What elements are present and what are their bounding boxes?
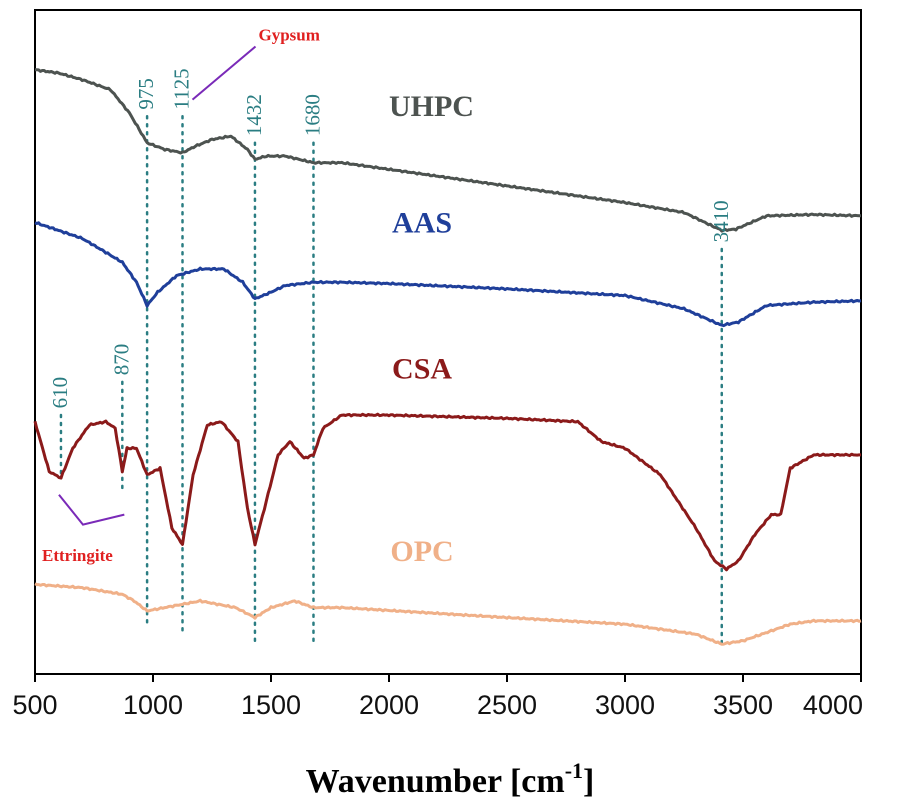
- series-line-csa: [33, 412, 861, 572]
- peak-label-1125: 1125: [170, 68, 194, 109]
- x-tick-label-500: 500: [12, 690, 57, 720]
- series-label-aas: AAS: [392, 206, 452, 239]
- x-axis-ticks: 500 1000 1500 2000 2500 3000 3500 4000: [12, 674, 863, 720]
- series-layer: [33, 68, 862, 646]
- ettringite-pointer: [58, 494, 125, 526]
- series-line-aas: [34, 221, 862, 328]
- ettringite-label: Ettringite: [42, 546, 113, 565]
- x-tick-label-1500: 1500: [241, 690, 301, 720]
- x-tick-label-3500: 3500: [713, 690, 773, 720]
- x-axis-title-main: Wavenumber [cm: [306, 763, 565, 800]
- series-label-opc: OPC: [390, 535, 453, 568]
- series-label-csa: CSA: [392, 353, 452, 386]
- series-line-opc: [34, 582, 862, 646]
- series-line-uhpc: [35, 68, 861, 233]
- x-tick-label-2000: 2000: [359, 690, 419, 720]
- x-tick-label-2500: 2500: [477, 690, 537, 720]
- peak-label-870: 870: [109, 344, 133, 376]
- x-tick-label-3000: 3000: [595, 690, 655, 720]
- peak-label-975: 975: [134, 78, 158, 110]
- gypsum-label: Gypsum: [259, 26, 320, 45]
- peak-label-1432: 1432: [242, 94, 266, 136]
- reference-lines: [59, 114, 724, 649]
- labels-layer: 975 1125 1432 1680 3410 870 610 UHPC AAS CSA OPC: [48, 68, 733, 568]
- series-label-uhpc: UHPC: [389, 90, 474, 123]
- x-tick-label-4000: 4000: [803, 690, 863, 720]
- annotations-layer: Gypsum Ettringite: [42, 26, 320, 566]
- plot-frame: [34, 9, 862, 675]
- x-axis-title: Wavenumber [cm-1]: [306, 758, 595, 800]
- peak-label-1680: 1680: [300, 94, 324, 136]
- gypsum-pointer: [191, 45, 257, 101]
- peak-label-610: 610: [48, 377, 72, 409]
- x-axis-title-superscript: -1: [565, 758, 583, 783]
- peak-label-3410: 3410: [709, 200, 733, 242]
- x-tick-label-1000: 1000: [123, 690, 183, 720]
- x-axis-title-end: ]: [583, 763, 594, 800]
